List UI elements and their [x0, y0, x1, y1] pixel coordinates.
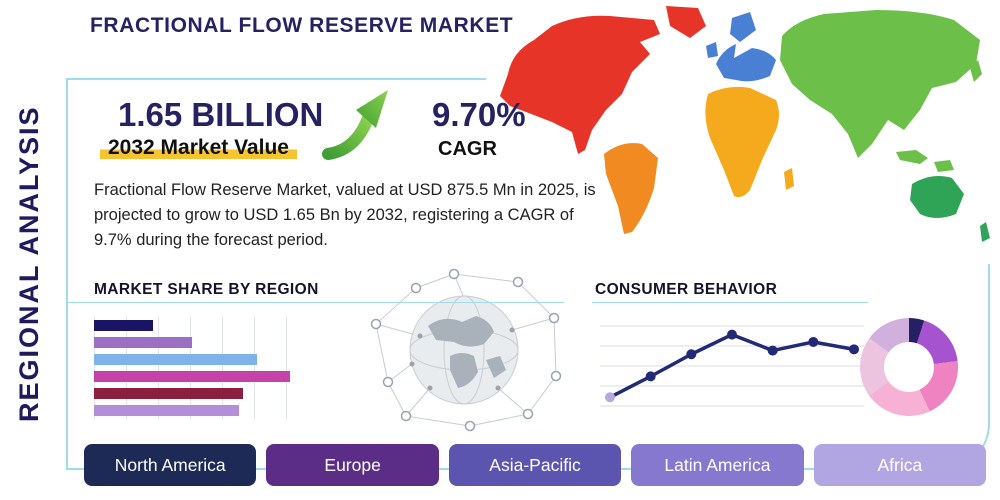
line-point-1	[605, 392, 615, 403]
market-share-bar-1	[94, 320, 153, 331]
world-map	[486, 0, 1000, 264]
market-value-caption-text: 2032 Market Value	[100, 136, 297, 159]
region-button-africa[interactable]: Africa	[813, 444, 987, 486]
donut-hole	[884, 342, 934, 392]
map-southeast-asia	[896, 150, 928, 164]
line-point-5	[767, 345, 778, 356]
map-africa	[705, 86, 779, 198]
market-value-caption: 2032 Market Value	[100, 136, 297, 160]
side-label-regional-analysis: REGIONAL ANALYSIS	[14, 105, 44, 423]
region-button-europe[interactable]: Europe	[266, 444, 439, 486]
line-point-6	[808, 336, 819, 347]
map-australia	[910, 176, 964, 218]
map-scandinavia	[730, 12, 756, 42]
consumer-line-chart	[600, 325, 864, 407]
map-europe	[716, 44, 776, 82]
market-share-bar-4	[94, 371, 290, 382]
map-asia	[780, 10, 980, 158]
map-greenland	[666, 6, 706, 38]
region-buttons: North America Europe Asia-Pacific Latin Ame…	[84, 444, 987, 486]
market-share-bar-5	[94, 388, 243, 399]
section-rule-left	[66, 302, 564, 303]
market-share-bar-2	[94, 337, 192, 348]
market-description: Fractional Flow Reserve Market, valued a…	[94, 181, 596, 249]
region-button-north-america[interactable]: North America	[84, 444, 257, 486]
map-north-america	[500, 15, 660, 155]
section-title-market-share: MARKET SHARE BY REGION	[94, 281, 319, 298]
map-south-america	[604, 143, 658, 234]
cagr-value: 9.70%	[432, 96, 526, 133]
globe-network-illustration	[358, 264, 570, 441]
donut-chart	[860, 318, 958, 416]
market-share-bars	[94, 316, 290, 420]
region-button-latin-america[interactable]: Latin America	[631, 444, 804, 486]
market-share-bar-6	[94, 405, 240, 416]
line-point-2	[645, 371, 656, 382]
map-new-zealand	[980, 222, 990, 242]
map-japan	[970, 60, 982, 82]
line-point-7	[849, 344, 859, 355]
map-indonesia	[934, 160, 954, 172]
page-title: FRACTIONAL FLOW RESERVE MARKET	[90, 14, 514, 37]
region-button-asia-pacific[interactable]: Asia-Pacific	[448, 444, 622, 486]
map-madagascar	[784, 168, 794, 190]
line-point-3	[686, 349, 697, 360]
market-share-bar-3	[94, 354, 257, 365]
growth-arrow-icon	[322, 84, 390, 167]
map-united-kingdom	[706, 42, 718, 58]
line-point-4	[727, 329, 737, 340]
cagr-caption: CAGR	[438, 138, 497, 160]
section-rule-right	[592, 302, 868, 303]
market-value-2032: 1.65 BILLION	[118, 96, 324, 133]
section-title-consumer-behavior: CONSUMER BEHAVIOR	[595, 281, 778, 298]
